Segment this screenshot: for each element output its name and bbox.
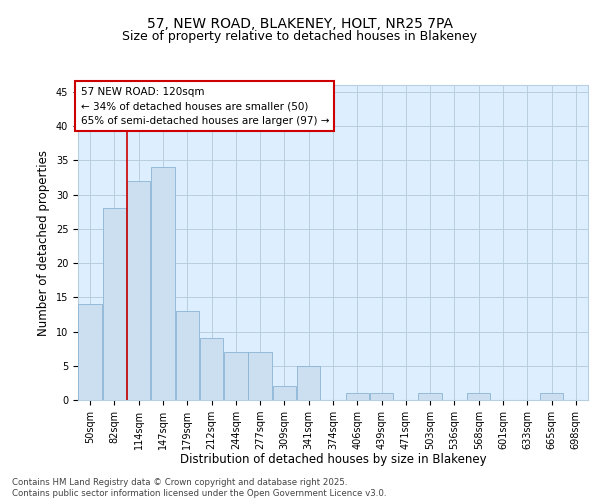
Text: Contains HM Land Registry data © Crown copyright and database right 2025.
Contai: Contains HM Land Registry data © Crown c… bbox=[12, 478, 386, 498]
Bar bbox=[540, 393, 563, 400]
Bar bbox=[272, 386, 296, 400]
Bar bbox=[79, 304, 102, 400]
Text: 57, NEW ROAD, BLAKENEY, HOLT, NR25 7PA: 57, NEW ROAD, BLAKENEY, HOLT, NR25 7PA bbox=[147, 18, 453, 32]
Bar bbox=[176, 311, 199, 400]
Text: Size of property relative to detached houses in Blakeney: Size of property relative to detached ho… bbox=[122, 30, 478, 43]
Bar bbox=[103, 208, 126, 400]
Bar bbox=[467, 393, 490, 400]
Bar bbox=[248, 352, 272, 400]
Bar bbox=[151, 167, 175, 400]
Bar bbox=[297, 366, 320, 400]
Bar bbox=[224, 352, 248, 400]
Text: 57 NEW ROAD: 120sqm
← 34% of detached houses are smaller (50)
65% of semi-detach: 57 NEW ROAD: 120sqm ← 34% of detached ho… bbox=[80, 86, 329, 126]
Bar bbox=[370, 393, 394, 400]
Bar bbox=[418, 393, 442, 400]
Bar bbox=[200, 338, 223, 400]
Bar bbox=[346, 393, 369, 400]
X-axis label: Distribution of detached houses by size in Blakeney: Distribution of detached houses by size … bbox=[179, 454, 487, 466]
Bar bbox=[127, 181, 151, 400]
Y-axis label: Number of detached properties: Number of detached properties bbox=[37, 150, 50, 336]
